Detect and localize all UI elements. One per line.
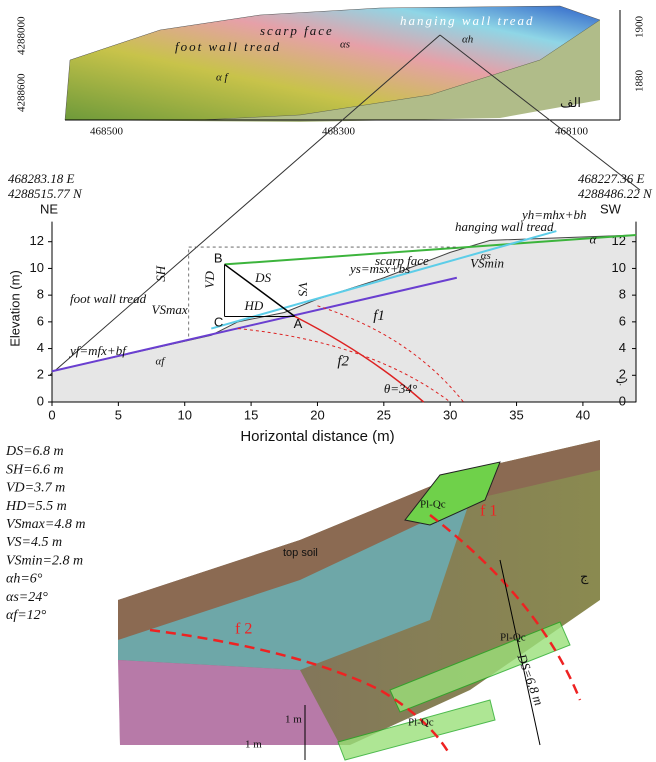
label: C (214, 315, 223, 330)
label: 468283.18 E (8, 171, 75, 186)
parameter: SH=6.6 m (6, 462, 64, 477)
parameter: DS=6.8 m (5, 444, 64, 459)
parameter: αh=6° (6, 572, 43, 587)
label: VSmax (152, 302, 188, 317)
label: Pl-Qc (408, 717, 434, 729)
label: f1 (373, 308, 385, 324)
label: 4288486.22 N (578, 186, 653, 201)
x-tick-label: 35 (509, 407, 523, 422)
y2-tick-label: 0 (619, 393, 626, 408)
tick-label: 4288600 (16, 73, 28, 112)
label: α f (216, 72, 230, 84)
parameter: VSmax=4.8 m (6, 517, 85, 532)
label: Pl-Qc (420, 499, 446, 511)
label: DS=6.8 m (514, 651, 547, 707)
label: hanging wall tread (400, 13, 534, 28)
label: A (294, 316, 303, 331)
x-tick-label: 10 (177, 407, 191, 422)
y-tick-label: 0 (37, 393, 44, 408)
label: NE (40, 201, 58, 216)
label: HD (243, 298, 263, 313)
y2-tick-label: 6 (619, 313, 626, 328)
tick-label: 1900 (634, 16, 646, 39)
figure: hanging wall tread scarp face foot wall … (0, 0, 656, 762)
y2-tick-label: 4 (619, 340, 626, 355)
label: ys=msx+bs (348, 261, 410, 276)
label: 4288515.77 N (8, 186, 83, 201)
label: ب (615, 371, 628, 386)
label: VD (202, 271, 217, 289)
x-tick-label: 0 (48, 407, 55, 422)
label: top soil (283, 547, 318, 559)
tick-label: 468300 (322, 126, 356, 138)
label: αs (481, 250, 491, 262)
x-tick-label: 15 (244, 407, 258, 422)
panel-label: الف (560, 95, 581, 110)
x-tick-label: 25 (377, 407, 391, 422)
parameters: DS=6.8 m SH=6.6 m VD=3.7 m HD=5.5 m VSmax=4.… (5, 444, 85, 623)
x-tick-label: 30 (443, 407, 457, 422)
label: αs (340, 39, 350, 51)
label: α (590, 231, 598, 246)
label: f 1 (480, 503, 497, 520)
x-tick-label: 20 (310, 407, 324, 422)
label: foot wall tread (175, 39, 281, 54)
label: DS (254, 270, 271, 285)
label: SH (153, 265, 168, 282)
parameter: VS=4.5 m (6, 535, 62, 550)
label: foot wall tread (70, 291, 147, 306)
y-tick-label: 2 (37, 367, 44, 382)
y-tick-label: 12 (30, 233, 44, 248)
label: Elevation (m) (7, 270, 22, 347)
label: B (214, 251, 223, 266)
parameter: αf=12° (6, 608, 47, 623)
panel-c: top soil Pl-Qc Pl-Qc Pl-Qc f 1 f 2 DS=6.… (118, 440, 600, 760)
label: 1 m (245, 739, 262, 751)
label: θ=34° (384, 381, 417, 396)
parameter: VD=3.7 m (6, 481, 65, 496)
label: yh=mhx+bh (520, 207, 586, 222)
y-tick-label: 6 (37, 313, 44, 328)
label: 1 m (285, 714, 302, 726)
label: Pl-Qc (500, 632, 526, 644)
label: yf=mfx+bf (68, 343, 128, 358)
tick-label: 468100 (555, 126, 589, 138)
label: 468227.36 E (578, 171, 645, 186)
label: αh (462, 34, 474, 46)
x-tick-label: 5 (115, 407, 122, 422)
y-tick-label: 10 (30, 260, 44, 275)
parameter: VSmin=2.8 m (6, 553, 83, 568)
parameter: HD=5.5 m (5, 499, 67, 514)
label: SW (600, 201, 622, 216)
tick-label: 4288000 (16, 16, 28, 55)
tick-label: 468500 (90, 126, 124, 138)
label: scarp face (260, 23, 334, 38)
label: f 2 (235, 621, 252, 638)
x-tick-label: 40 (576, 407, 590, 422)
label: VS (296, 282, 311, 297)
y-tick-label: 4 (37, 340, 44, 355)
label: Horizontal distance (m) (240, 428, 394, 445)
ground (52, 235, 636, 402)
y-tick-label: 8 (37, 287, 44, 302)
parameter: αs=24° (6, 590, 48, 605)
y2-tick-label: 8 (619, 287, 626, 302)
panel-label: ج (580, 569, 589, 585)
tick-label: 1880 (634, 70, 646, 93)
y2-tick-label: 10 (612, 260, 626, 275)
label: f2 (337, 353, 349, 369)
